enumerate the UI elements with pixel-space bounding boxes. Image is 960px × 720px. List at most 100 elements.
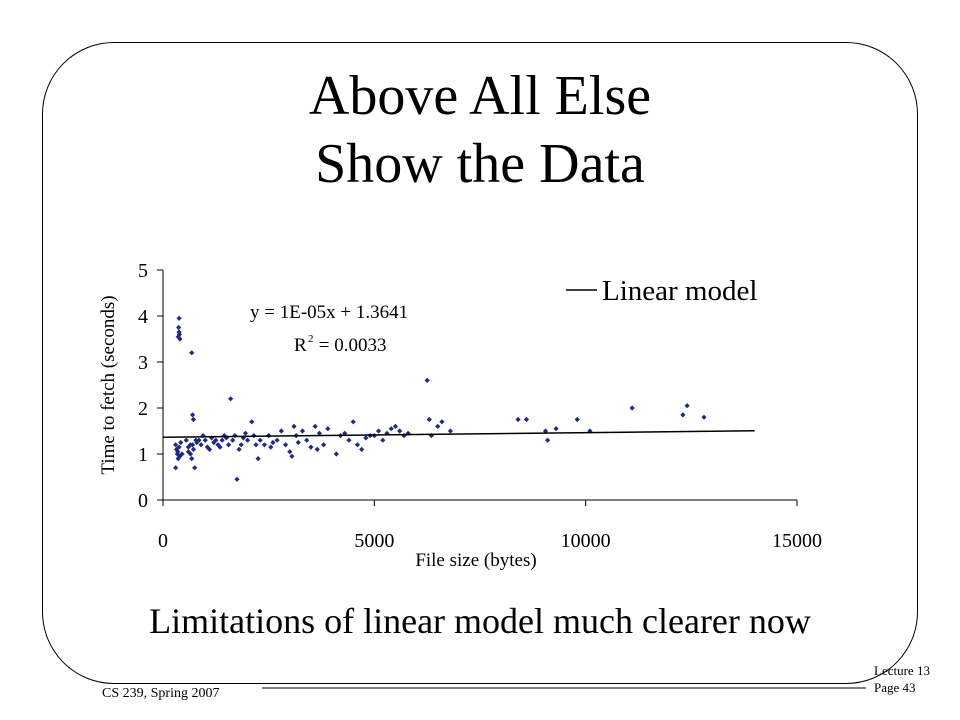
y-tick-label: 1 <box>138 444 148 466</box>
data-point <box>200 433 206 439</box>
data-point <box>234 476 240 482</box>
data-point <box>270 439 276 446</box>
data-point <box>424 377 430 383</box>
data-point <box>221 433 227 439</box>
data-point <box>257 437 263 443</box>
data-point <box>397 428 403 434</box>
trendline <box>162 430 755 439</box>
r-squared-value: = 0.0033 <box>314 335 386 356</box>
y-axis-label: Time to fetch (seconds) <box>98 295 119 474</box>
data-point <box>268 444 274 450</box>
data-point <box>261 442 268 448</box>
slide-title-line-2: Show the Data <box>315 133 645 195</box>
data-point <box>553 426 559 432</box>
data-point <box>202 437 208 443</box>
data-point <box>380 437 386 443</box>
data-point <box>187 442 194 448</box>
data-point <box>439 419 445 425</box>
data-points <box>173 315 707 482</box>
data-point <box>244 437 251 443</box>
data-point <box>435 423 441 429</box>
y-tick-label: 0 <box>138 490 148 512</box>
trendline-group <box>162 430 755 439</box>
r-squared-annotation: R 2 = 0.0033 <box>294 333 386 356</box>
data-point <box>242 430 249 436</box>
chart-axes: 0 1 2 3 4 5 0 5000 10000 15000 <box>138 260 822 552</box>
data-point <box>392 423 399 429</box>
data-point <box>384 430 390 436</box>
data-point <box>215 442 221 448</box>
data-point <box>175 334 181 340</box>
data-point <box>321 442 327 448</box>
data-point <box>574 416 580 423</box>
data-point <box>217 444 223 450</box>
data-point <box>190 416 197 423</box>
data-point <box>447 428 454 434</box>
data-point <box>314 446 320 452</box>
data-point <box>342 430 348 436</box>
data-point <box>346 437 352 443</box>
data-point <box>701 414 707 420</box>
data-point <box>523 416 530 423</box>
data-point <box>209 435 215 441</box>
y-tick-label: 5 <box>138 260 148 282</box>
data-point <box>223 435 229 441</box>
data-point <box>354 442 361 448</box>
data-point <box>176 315 182 321</box>
x-axis-label: File size (bytes) <box>415 550 536 571</box>
r-squared-prefix: R <box>294 335 307 356</box>
x-tick-label: 10000 <box>561 530 611 552</box>
data-point <box>189 350 195 356</box>
data-point <box>299 428 306 434</box>
data-point <box>515 416 521 423</box>
data-point <box>238 442 244 448</box>
data-point <box>542 428 549 434</box>
data-point <box>206 446 213 452</box>
r-squared-exponent: 2 <box>308 333 314 345</box>
data-point <box>295 439 301 446</box>
data-point <box>173 442 179 448</box>
data-point <box>183 437 189 443</box>
data-point <box>287 449 293 455</box>
data-point <box>249 419 255 425</box>
data-point <box>176 444 182 450</box>
data-point <box>629 405 635 411</box>
data-point <box>680 412 686 418</box>
y-tick-label: 3 <box>138 352 148 374</box>
slide-frame <box>42 42 918 684</box>
data-point <box>274 437 280 443</box>
equation-annotation: y = 1E-05x + 1.3641 <box>250 302 408 323</box>
data-point <box>189 456 195 462</box>
data-point <box>388 426 394 432</box>
data-point <box>176 331 183 337</box>
footer-lecture-info: Lecture 13 Page 43 <box>874 662 930 696</box>
data-point <box>178 439 184 446</box>
y-tick-label: 2 <box>138 398 148 420</box>
data-point <box>282 442 289 448</box>
data-point <box>236 446 242 452</box>
x-tick-label: 0 <box>158 530 168 552</box>
data-point <box>175 456 181 462</box>
data-point <box>213 437 219 443</box>
data-point <box>545 437 551 443</box>
data-point <box>175 449 181 455</box>
data-point <box>359 446 365 452</box>
data-point <box>173 465 179 471</box>
data-point <box>304 437 310 443</box>
data-point <box>426 416 432 423</box>
data-point <box>196 437 202 443</box>
data-point <box>179 451 185 457</box>
x-tick-label: 5000 <box>354 530 394 552</box>
data-point <box>363 435 369 441</box>
data-point <box>190 446 197 452</box>
data-point <box>173 446 180 452</box>
data-point <box>350 419 356 425</box>
data-point <box>255 456 261 462</box>
data-point <box>333 451 339 457</box>
data-point <box>308 444 314 450</box>
data-point <box>375 428 382 434</box>
data-point <box>232 433 238 439</box>
data-point <box>240 435 246 441</box>
